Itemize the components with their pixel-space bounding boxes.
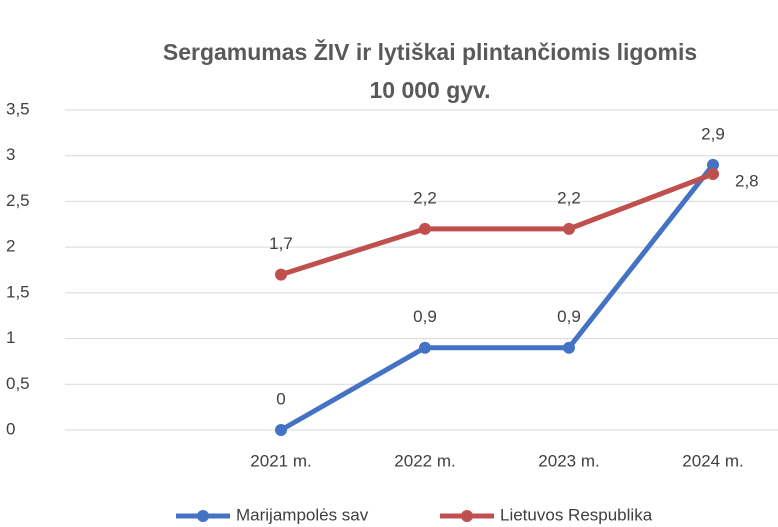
data-point (563, 222, 575, 235)
chart-title: 10 000 gyv. (369, 77, 490, 103)
y-tick-label: 3 (6, 145, 15, 164)
legend-label: Lietuvos Respublika (500, 505, 653, 524)
data-label: 0 (276, 389, 285, 408)
data-label: 1,7 (269, 234, 293, 253)
series-line (279, 163, 715, 433)
data-point (707, 158, 719, 171)
data-point (275, 424, 287, 436)
data-label: 0,9 (557, 307, 581, 326)
data-label: 0,9 (413, 307, 437, 326)
legend-marker (197, 510, 209, 522)
y-tick-label: 2 (6, 237, 15, 256)
series-line (280, 171, 714, 277)
y-tick-label: 3,5 (6, 99, 30, 118)
legend-label: Marijampolės sav (236, 505, 369, 524)
data-label: 2,2 (413, 188, 437, 207)
y-tick-label: 2,5 (6, 191, 30, 210)
data-label: 2,8 (735, 171, 759, 190)
data-label: 2,2 (557, 188, 581, 207)
data-point (275, 268, 287, 281)
x-tick-label: 2022 m. (394, 451, 455, 470)
x-tick-label: 2023 m. (538, 451, 599, 470)
data-label: 2,9 (701, 124, 725, 143)
data-point (707, 168, 719, 180)
x-tick-label: 2024 m. (682, 451, 743, 470)
y-tick-label: 0 (6, 419, 15, 438)
data-point (563, 341, 575, 354)
x-tick-label: 2021 m. (250, 451, 311, 470)
y-tick-label: 1,5 (6, 282, 30, 301)
y-tick-label: 0,5 (6, 374, 30, 393)
data-point (419, 341, 431, 354)
chart-title: Sergamumas ŽIV ir lytiškai plintančiomis… (163, 38, 697, 65)
data-point (419, 222, 431, 235)
legend-marker (461, 510, 473, 522)
y-tick-label: 1 (6, 328, 15, 347)
